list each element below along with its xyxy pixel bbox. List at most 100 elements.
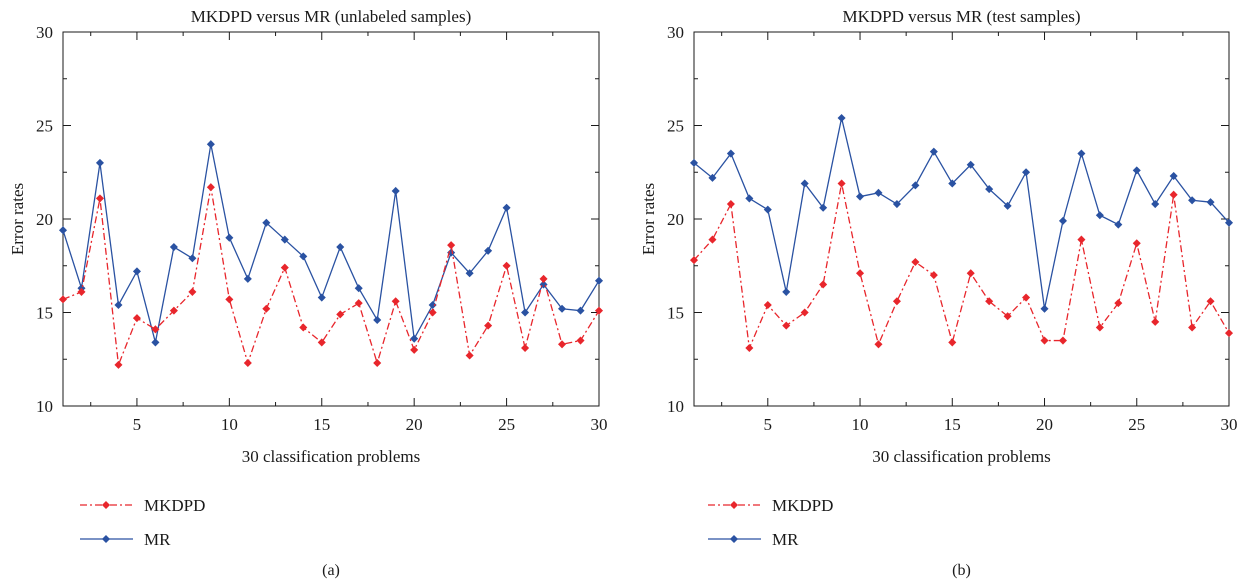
data-point-mr bbox=[1003, 201, 1012, 210]
chart-panel-a: MKDPD versus MR (unlabeled samples) 10 15 2… bbox=[8, 7, 608, 579]
series-line-mr bbox=[693, 117, 1230, 309]
data-point-mr bbox=[391, 186, 400, 195]
y-axis-label: Error rates bbox=[8, 183, 27, 255]
data-point-mkdpd bbox=[1022, 293, 1031, 302]
data-point-mr bbox=[447, 248, 456, 257]
data-point-mkdpd bbox=[354, 299, 363, 308]
data-point-mr bbox=[763, 205, 772, 214]
x-tick-label: 15 bbox=[944, 415, 961, 434]
data-point-mr bbox=[1188, 196, 1197, 205]
data-point-mkdpd bbox=[243, 358, 252, 368]
data-point-mkdpd bbox=[1132, 239, 1141, 248]
data-point-mr bbox=[1114, 220, 1123, 229]
data-point-mkdpd bbox=[763, 300, 772, 310]
data-point-mkdpd bbox=[206, 183, 215, 192]
data-point-mkdpd bbox=[1151, 317, 1160, 326]
data-point-mkdpd bbox=[95, 194, 104, 203]
y-tick-label: 20 bbox=[36, 210, 53, 229]
series-line-mkdpd bbox=[62, 187, 600, 366]
data-point-mr bbox=[95, 158, 104, 167]
data-point-mkdpd bbox=[726, 200, 735, 209]
y-tick-label: 30 bbox=[667, 23, 684, 42]
data-point-mr bbox=[819, 203, 828, 212]
data-point-mkdpd bbox=[985, 297, 994, 306]
data-point-mr bbox=[874, 188, 883, 197]
data-point-mkdpd bbox=[336, 310, 345, 319]
legend-label-mkdpd: MKDPD bbox=[772, 496, 833, 515]
data-point-mkdpd bbox=[911, 257, 920, 267]
data-point-mkdpd bbox=[558, 340, 567, 349]
data-point-mkdpd bbox=[745, 344, 754, 353]
data-point-mkdpd bbox=[225, 295, 234, 304]
data-point-mkdpd bbox=[856, 269, 865, 278]
data-point-mkdpd bbox=[188, 287, 197, 296]
data-point-mkdpd bbox=[502, 261, 511, 270]
data-point-mkdpd bbox=[447, 241, 456, 250]
y-tick-label: 25 bbox=[667, 117, 684, 136]
data-point-mkdpd bbox=[708, 235, 717, 244]
data-point-mr bbox=[708, 173, 717, 182]
y-axis-label: Error rates bbox=[639, 183, 658, 255]
panel-caption: (a) bbox=[322, 562, 340, 579]
data-point-mr bbox=[892, 200, 901, 209]
data-point-mr bbox=[188, 254, 197, 263]
data-point-mkdpd bbox=[1058, 336, 1067, 345]
data-point-mr bbox=[336, 243, 345, 252]
data-point-mr bbox=[225, 233, 234, 242]
data-point-mr bbox=[1095, 211, 1104, 220]
data-point-mkdpd bbox=[966, 269, 975, 278]
data-point-mkdpd bbox=[410, 345, 419, 354]
data-point-mr bbox=[58, 226, 68, 235]
data-point-mkdpd bbox=[1003, 312, 1012, 321]
x-tick-label: 30 bbox=[1221, 415, 1238, 434]
data-point-mr bbox=[576, 306, 585, 315]
data-point-mr bbox=[114, 300, 123, 310]
data-point-mr bbox=[800, 179, 809, 188]
y-tick-label: 25 bbox=[36, 117, 53, 136]
series-line-mr bbox=[62, 144, 600, 343]
data-point-mkdpd bbox=[428, 308, 437, 317]
data-point-mr bbox=[782, 287, 791, 296]
y-tick-label: 10 bbox=[36, 397, 53, 416]
data-point-mr bbox=[726, 149, 735, 158]
x-tick-label: 5 bbox=[764, 415, 773, 434]
data-point-mr bbox=[1132, 166, 1141, 175]
x-tick-label: 20 bbox=[406, 415, 423, 434]
data-point-mr bbox=[465, 269, 474, 278]
data-point-mkdpd bbox=[594, 306, 604, 315]
data-point-mr bbox=[354, 284, 363, 293]
data-point-mr bbox=[837, 113, 846, 123]
data-point-mkdpd bbox=[58, 295, 68, 304]
plot-frame bbox=[62, 31, 600, 407]
data-point-mr bbox=[966, 160, 975, 169]
data-point-mkdpd bbox=[151, 325, 160, 334]
data-point-mkdpd bbox=[262, 304, 271, 313]
data-point-mkdpd bbox=[484, 321, 493, 330]
data-point-mr bbox=[911, 181, 920, 190]
data-point-mr bbox=[929, 147, 938, 156]
data-point-mr bbox=[280, 235, 289, 244]
data-point-mr bbox=[1022, 168, 1031, 177]
data-point-mkdpd bbox=[1169, 190, 1178, 199]
chart-panel-b: MKDPD versus MR (test samples) 10 15 20 25 30… bbox=[639, 7, 1238, 579]
data-point-mkdpd bbox=[874, 340, 883, 349]
data-point-mkdpd bbox=[114, 360, 123, 369]
y-tick-label: 15 bbox=[667, 304, 684, 323]
data-point-mkdpd bbox=[539, 274, 548, 283]
data-point-mr bbox=[1169, 171, 1178, 181]
data-point-mkdpd bbox=[1224, 329, 1234, 338]
data-point-mkdpd bbox=[77, 287, 86, 296]
data-point-mr bbox=[1224, 218, 1234, 227]
legend-label-mr: MR bbox=[772, 530, 799, 549]
data-point-mr bbox=[299, 252, 308, 261]
data-point-mkdpd bbox=[373, 358, 382, 368]
data-point-mkdpd bbox=[782, 321, 791, 330]
data-point-mr bbox=[317, 293, 326, 302]
data-point-mr bbox=[558, 304, 567, 313]
legend-marker-mr bbox=[729, 534, 739, 544]
legend-marker-mkdpd bbox=[101, 500, 111, 510]
data-point-mkdpd bbox=[1114, 299, 1123, 308]
legend-marker-mr bbox=[101, 534, 111, 544]
legend-marker-mkdpd bbox=[729, 500, 739, 510]
data-point-mr bbox=[948, 179, 957, 188]
